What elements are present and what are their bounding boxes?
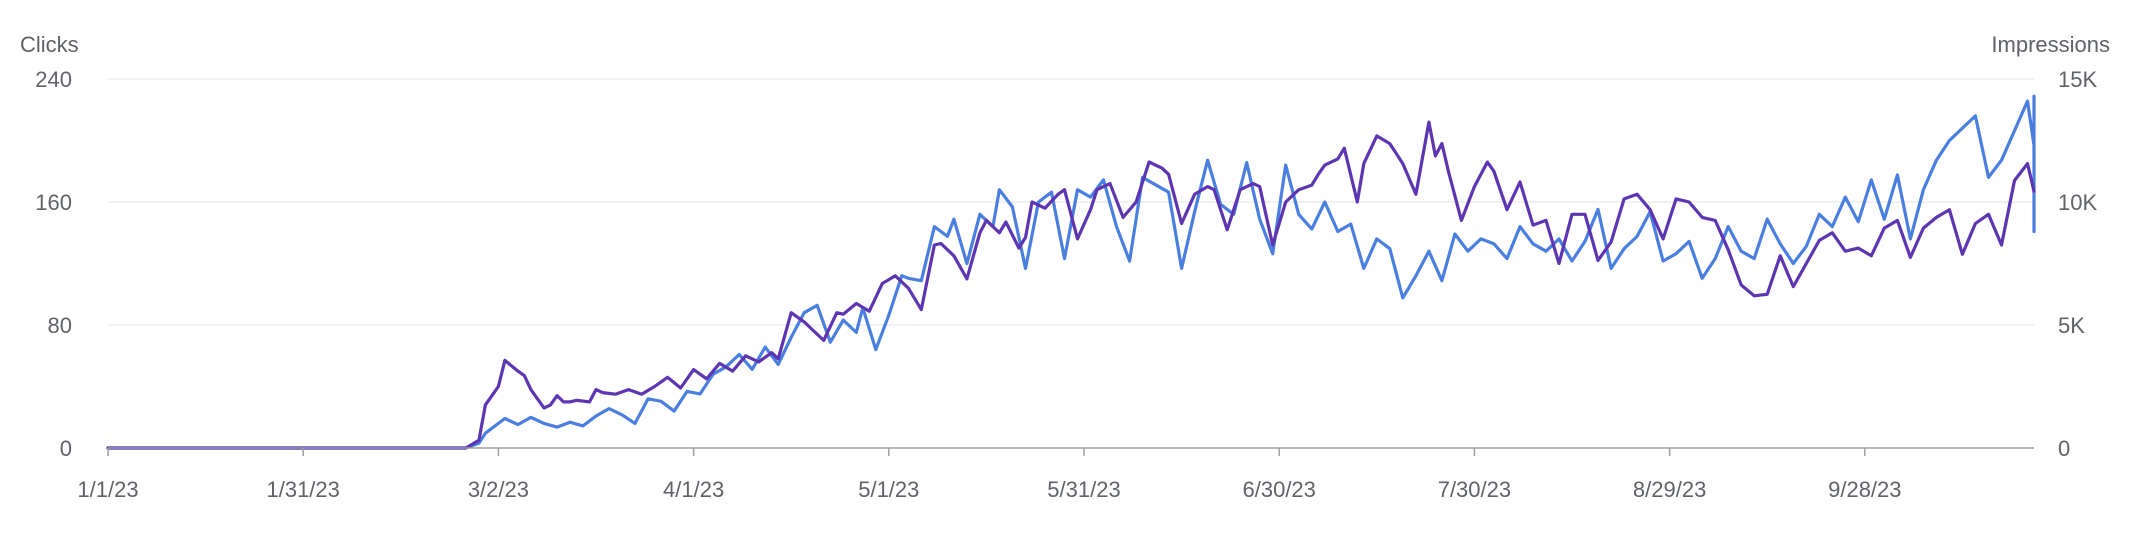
y-right-tick-label: 0 (2058, 436, 2070, 461)
y-axis-left-ticks: 0 80 160 240 (35, 67, 72, 461)
y-axis-right-title: Impressions (1991, 32, 2110, 57)
y-right-tick-label: 15K (2058, 67, 2097, 92)
x-tick-label: 8/29/23 (1633, 477, 1706, 502)
x-tick-label: 4/1/23 (663, 477, 724, 502)
x-tick-label: 3/2/23 (468, 477, 529, 502)
x-axis-ticks: 1/1/23 1/31/23 3/2/23 4/1/23 5/1/23 5/31/23 6/… (77, 448, 1902, 502)
series-lines (106, 94, 2036, 450)
axes: Clicks Impressions 0 80 160 240 0 5K 10K 15K 1… (20, 32, 2110, 502)
y-left-tick-label: 160 (35, 190, 72, 215)
x-tick-label: 7/30/23 (1438, 477, 1511, 502)
gridlines (108, 78, 2034, 326)
y-left-tick-label: 0 (60, 436, 72, 461)
x-tick-label: 1/1/23 (77, 477, 138, 502)
y-right-tick-label: 10K (2058, 190, 2097, 215)
y-axis-left-title: Clicks (20, 32, 79, 57)
y-left-tick-label: 240 (35, 67, 72, 92)
y-left-tick-label: 80 (48, 313, 72, 338)
impressions-series-line (106, 94, 2036, 450)
x-tick-label: 6/30/23 (1243, 477, 1316, 502)
x-tick-label: 5/1/23 (858, 477, 919, 502)
y-axis-right-ticks: 0 5K 10K 15K (2058, 67, 2097, 461)
x-tick-label: 5/31/23 (1047, 477, 1120, 502)
clicks-series-line (106, 120, 2036, 450)
x-tick-label: 1/31/23 (266, 477, 339, 502)
x-tick-label: 9/28/23 (1828, 477, 1901, 502)
y-right-tick-label: 5K (2058, 313, 2085, 338)
